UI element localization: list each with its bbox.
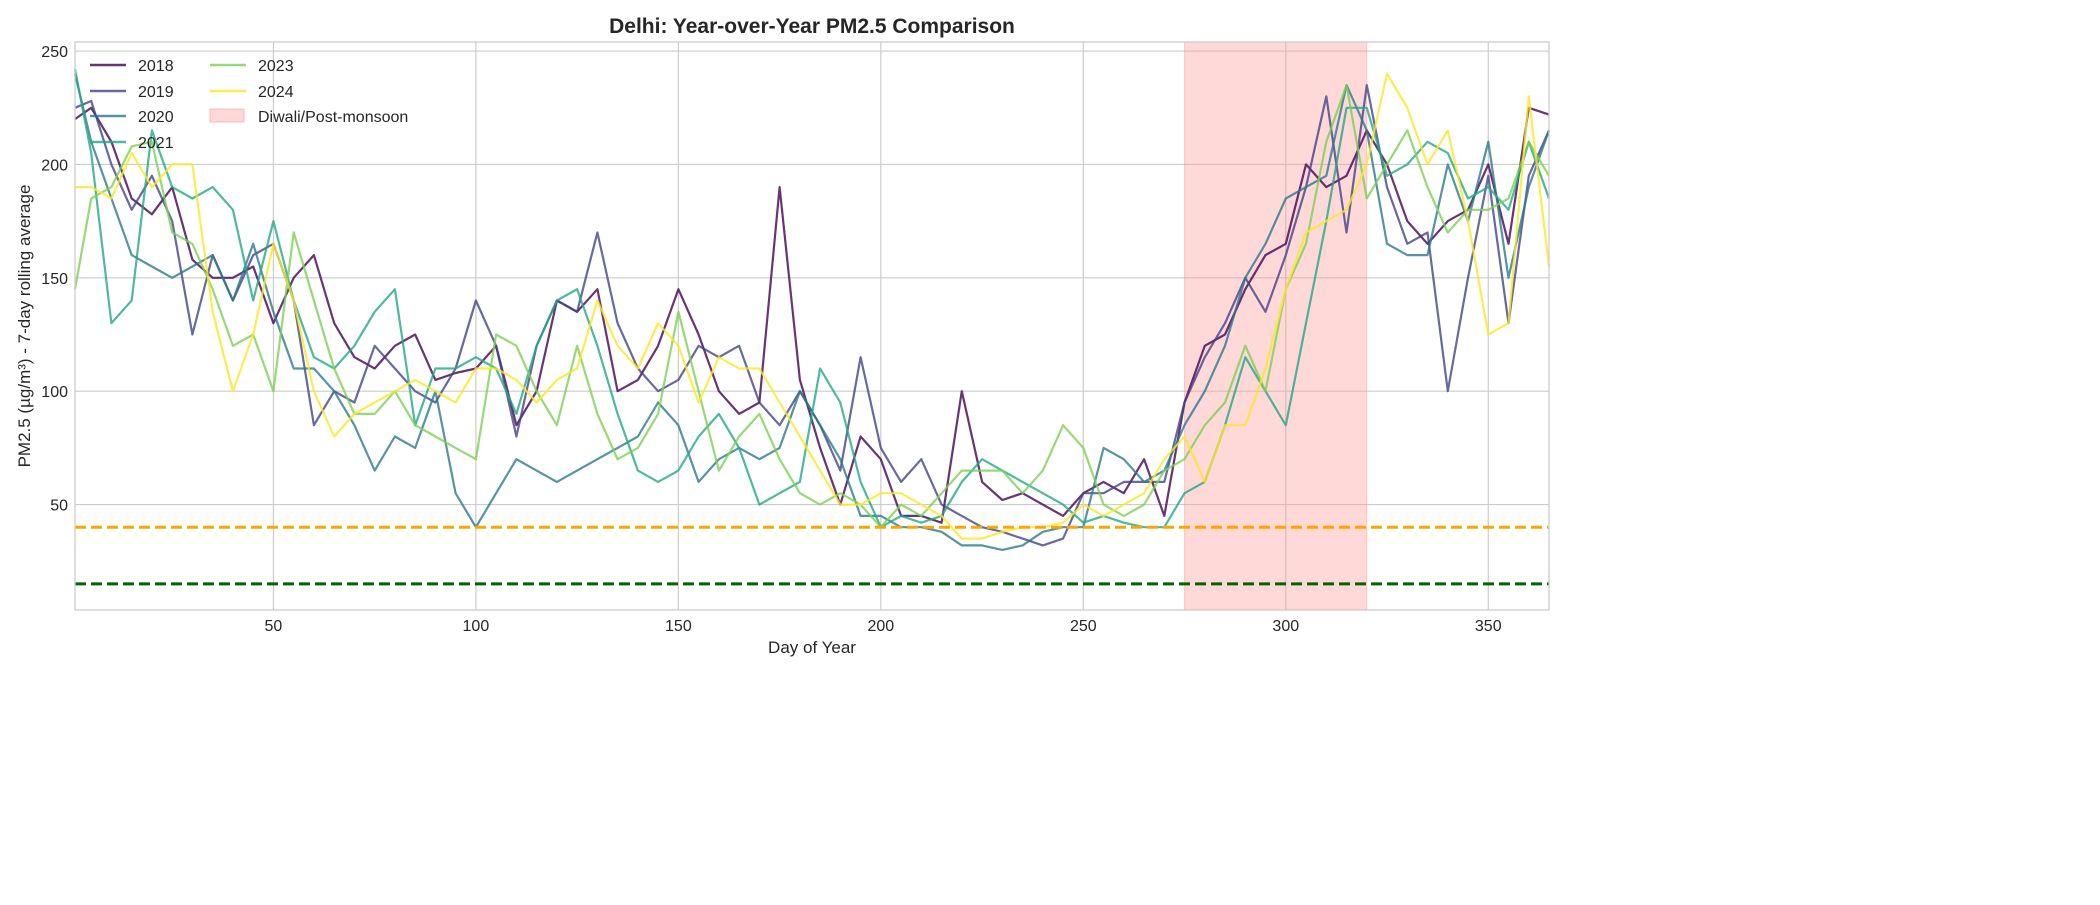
x-tick-label: 300 bbox=[1272, 618, 1299, 635]
series-line-2018 bbox=[74, 106, 1550, 524]
x-tick-label: 250 bbox=[1070, 618, 1097, 635]
plot-frame bbox=[74, 41, 1550, 611]
axis-ticks: 50 100 150 200 250 300 350 50 100 150 200 250 bbox=[41, 44, 1501, 635]
reference-lines bbox=[75, 525, 1549, 586]
x-tick-label: 50 bbox=[265, 618, 283, 635]
legend-label-2023: 2023 bbox=[258, 58, 294, 75]
y-tick-label: 250 bbox=[41, 44, 68, 61]
series-line-2020 bbox=[73, 73, 1551, 552]
legend-label-diwali: Diwali/Post-monsoon bbox=[258, 109, 408, 126]
legend-label-2019: 2019 bbox=[138, 84, 174, 101]
x-tick-label: 200 bbox=[867, 618, 894, 635]
y-tick-label: 150 bbox=[41, 271, 68, 288]
legend-label-2020: 2020 bbox=[138, 109, 174, 126]
x-axis-label: Day of Year bbox=[768, 638, 856, 657]
x-tick-label: 100 bbox=[463, 618, 490, 635]
series-line-2023 bbox=[73, 83, 1550, 529]
y-tick-label: 200 bbox=[41, 157, 68, 174]
legend: 2018 2019 2020 2021 2023 2024 Diwali/Post-mons… bbox=[90, 58, 408, 152]
legend-label-2021: 2021 bbox=[138, 135, 174, 152]
legend-swatch-diwali bbox=[209, 108, 245, 123]
y-axis-label: PM2.5 (µg/m³) - 7-day rolling average bbox=[15, 185, 34, 468]
y-tick-label: 50 bbox=[50, 498, 68, 515]
series-line-2021 bbox=[73, 68, 1551, 529]
y-tick-label: 100 bbox=[41, 384, 68, 401]
grid bbox=[75, 42, 1549, 610]
legend-label-2024: 2024 bbox=[258, 84, 294, 101]
x-tick-label: 150 bbox=[665, 618, 692, 635]
series-lines bbox=[73, 68, 1551, 552]
x-tick-label: 350 bbox=[1475, 618, 1502, 635]
series-line-2024 bbox=[75, 72, 1551, 540]
legend-label-2018: 2018 bbox=[138, 58, 174, 75]
chart-title: Delhi: Year-over-Year PM2.5 Comparison bbox=[609, 15, 1015, 38]
